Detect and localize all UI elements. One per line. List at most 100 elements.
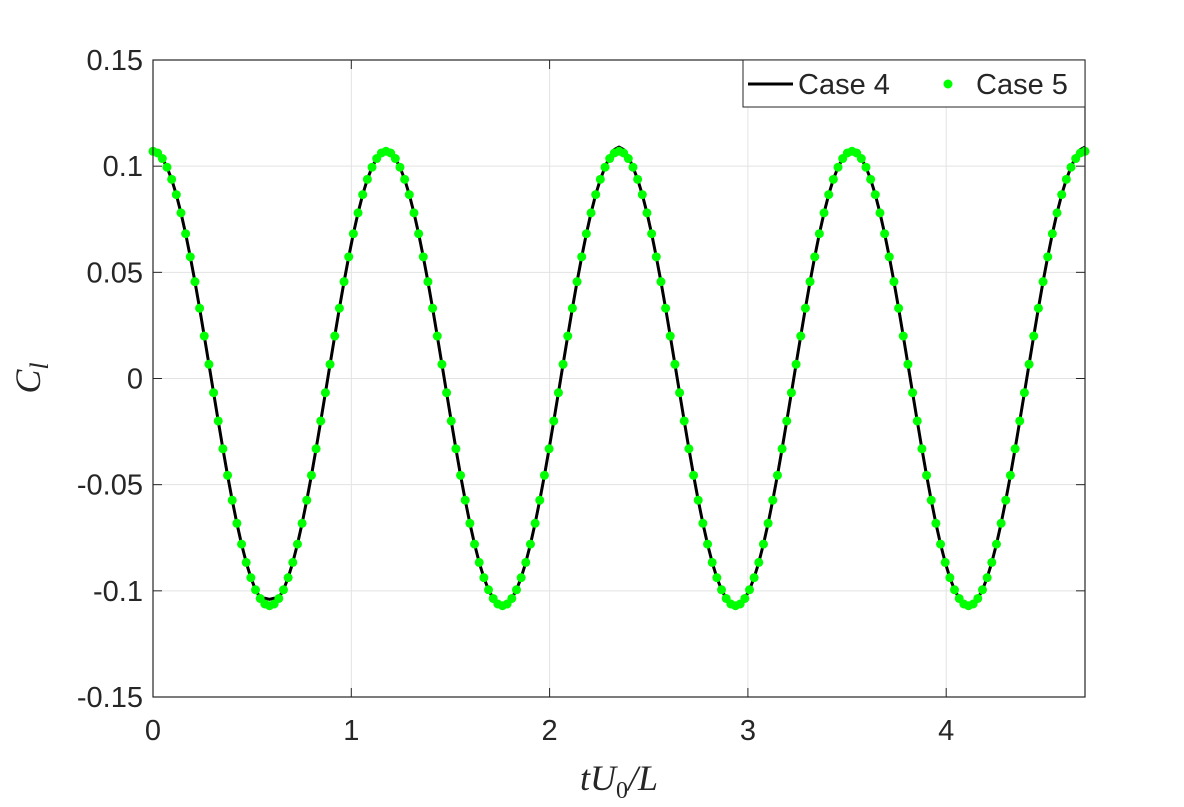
- series-point: [768, 495, 778, 505]
- series-point: [358, 190, 368, 200]
- series-point: [185, 252, 195, 262]
- series-point: [525, 539, 535, 549]
- series-point: [195, 303, 205, 313]
- series-point: [689, 470, 699, 480]
- series-point: [996, 518, 1006, 528]
- series-point: [693, 495, 703, 505]
- series-point: [465, 518, 475, 528]
- legend-label: Case 5: [976, 69, 1068, 101]
- series-point: [171, 190, 181, 200]
- legend-box: [742, 59, 1086, 108]
- y-tick-label: 0: [127, 364, 143, 396]
- series-point: [675, 388, 685, 398]
- y-axis-label: Cl: [8, 362, 54, 393]
- series-point: [353, 208, 363, 218]
- series-point: [880, 229, 890, 239]
- series-point: [181, 229, 191, 239]
- series-point: [898, 331, 908, 341]
- series-point: [782, 416, 792, 426]
- series-point: [1019, 388, 1029, 398]
- series-point: [484, 585, 494, 595]
- series-point: [861, 162, 871, 172]
- axes: 0 1 2 3 4 -0.15 -0.1 -0.05 0 0.05 0.1 0.15: [77, 45, 1086, 747]
- series-point: [176, 208, 186, 218]
- series-point: [1029, 331, 1039, 341]
- series-point: [292, 539, 302, 549]
- series-point: [656, 277, 666, 287]
- series-point: [684, 444, 694, 454]
- series-point: [987, 557, 997, 567]
- series-point: [647, 229, 657, 239]
- x-tick-label: 2: [542, 715, 558, 747]
- series-point: [418, 252, 428, 262]
- series-point: [744, 585, 754, 595]
- series-point: [167, 174, 177, 184]
- series-point: [586, 208, 596, 218]
- series-point: [251, 585, 261, 595]
- series-point: [563, 331, 573, 341]
- x-axis-label: tU0/L: [580, 758, 658, 804]
- series-point: [712, 573, 722, 583]
- y-tick-label: -0.1: [93, 576, 143, 608]
- series-point: [1061, 174, 1071, 184]
- series-point: [325, 359, 335, 369]
- series-point: [707, 557, 717, 567]
- series-point: [1038, 277, 1048, 287]
- series-point: [516, 573, 526, 583]
- plot-area: [148, 145, 1090, 611]
- series-point: [670, 359, 680, 369]
- series-point: [437, 359, 447, 369]
- series-point: [232, 518, 242, 528]
- series-point: [456, 470, 466, 480]
- series-point: [414, 229, 424, 239]
- series-point: [237, 539, 247, 549]
- series-point: [810, 252, 820, 262]
- series-point: [1001, 495, 1011, 505]
- series-point: [553, 388, 563, 398]
- series-point: [241, 557, 251, 567]
- series-point: [339, 277, 349, 287]
- series-point: [977, 585, 987, 595]
- series-point: [786, 388, 796, 398]
- series-point: [423, 277, 433, 287]
- series-point: [316, 416, 326, 426]
- series-point: [661, 303, 671, 313]
- grid: [152, 59, 1085, 698]
- series-point: [311, 444, 321, 454]
- series-point: [204, 359, 214, 369]
- series-point: [223, 470, 233, 480]
- series-point: [931, 518, 941, 528]
- series-point: [698, 518, 708, 528]
- series-point: [581, 229, 591, 239]
- series-point: [474, 557, 484, 567]
- series-point: [936, 539, 946, 549]
- series-point: [213, 416, 223, 426]
- legend-symbol: [943, 79, 953, 89]
- series-point: [432, 331, 442, 341]
- series-point: [982, 573, 992, 583]
- series-point: [950, 585, 960, 595]
- series-point: [917, 444, 927, 454]
- series-point: [404, 190, 414, 200]
- series-point: [926, 495, 936, 505]
- series-point: [348, 229, 358, 239]
- series-point: [283, 573, 293, 583]
- series-point: [367, 162, 377, 172]
- series-point: [758, 539, 768, 549]
- y-label-part: C: [8, 369, 48, 394]
- series-point: [824, 190, 834, 200]
- series-point: [763, 518, 773, 528]
- series-point: [679, 416, 689, 426]
- series-point: [833, 162, 843, 172]
- series-point: [922, 470, 932, 480]
- axes-box: [152, 59, 1086, 698]
- series-point: [1052, 208, 1062, 218]
- series-point: [600, 162, 610, 172]
- series-point: [409, 208, 419, 218]
- series-point: [651, 252, 661, 262]
- series-point: [814, 229, 824, 239]
- series-point: [595, 174, 605, 184]
- y-tick-label: 0.15: [87, 45, 143, 77]
- series-point: [400, 174, 410, 184]
